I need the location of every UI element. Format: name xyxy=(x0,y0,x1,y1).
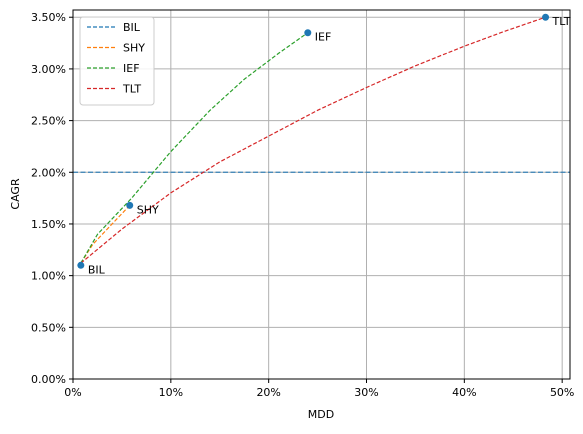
x-tick-label: 50% xyxy=(550,386,574,399)
shy-point xyxy=(126,201,134,209)
x-tick-label: 40% xyxy=(452,386,476,399)
ief-point xyxy=(304,29,312,37)
tlt-series-line xyxy=(80,16,546,264)
shy-point-label: SHY xyxy=(137,203,159,216)
plot-frame xyxy=(72,9,571,380)
ief-series-line xyxy=(80,32,309,264)
legend-label-ief: IEF xyxy=(123,62,140,75)
y-axis-label: CAGR xyxy=(9,178,22,210)
y-tick-label: 3.00% xyxy=(31,63,66,76)
x-tick-label: 30% xyxy=(354,386,378,399)
legend-box xyxy=(79,16,155,106)
y-tick-label: 0.50% xyxy=(31,321,66,334)
tick-layer: 0% 10% 20% 30% 40% 50% 0.00% 0.50% 1.00% 1.50% 2.0… xyxy=(31,11,574,399)
y-tick-label: 0.00% xyxy=(31,373,66,386)
y-tick-label: 1.00% xyxy=(31,270,66,283)
legend-label-shy: SHY xyxy=(123,42,145,55)
y-tick-label: 1.50% xyxy=(31,218,66,231)
tlt-point-label: TLT xyxy=(552,15,571,28)
x-tick-label: 0% xyxy=(64,386,81,399)
legend: BIL SHY IEF TLT xyxy=(79,16,155,106)
shy-series-line xyxy=(80,204,131,264)
x-tick-label: 20% xyxy=(256,386,280,399)
series-layer xyxy=(73,16,570,264)
x-tick-label: 10% xyxy=(159,386,183,399)
marker-layer: BIL SHY IEF TLT xyxy=(77,13,571,276)
y-tick-label: 2.50% xyxy=(31,115,66,128)
bil-point-label: BIL xyxy=(88,263,106,276)
y-tick-label: 3.50% xyxy=(31,11,66,24)
tlt-point xyxy=(542,13,550,21)
legend-label-bil: BIL xyxy=(123,21,141,34)
bil-point xyxy=(77,261,85,269)
y-tick-label: 2.00% xyxy=(31,166,66,179)
legend-label-tlt: TLT xyxy=(122,83,141,96)
ief-point-label: IEF xyxy=(315,31,332,44)
x-axis-label: MDD xyxy=(308,408,334,421)
